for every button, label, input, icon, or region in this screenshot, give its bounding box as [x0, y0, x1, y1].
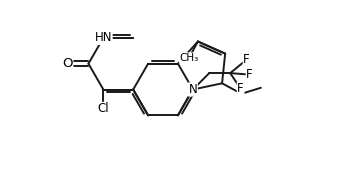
Text: HN: HN — [95, 31, 112, 44]
Text: O: O — [62, 57, 73, 70]
Text: Cl: Cl — [98, 102, 109, 115]
Text: F: F — [243, 53, 250, 66]
Text: F: F — [237, 82, 244, 95]
Text: F: F — [246, 68, 253, 81]
Text: N: N — [189, 83, 197, 96]
Text: CH₃: CH₃ — [179, 53, 199, 63]
